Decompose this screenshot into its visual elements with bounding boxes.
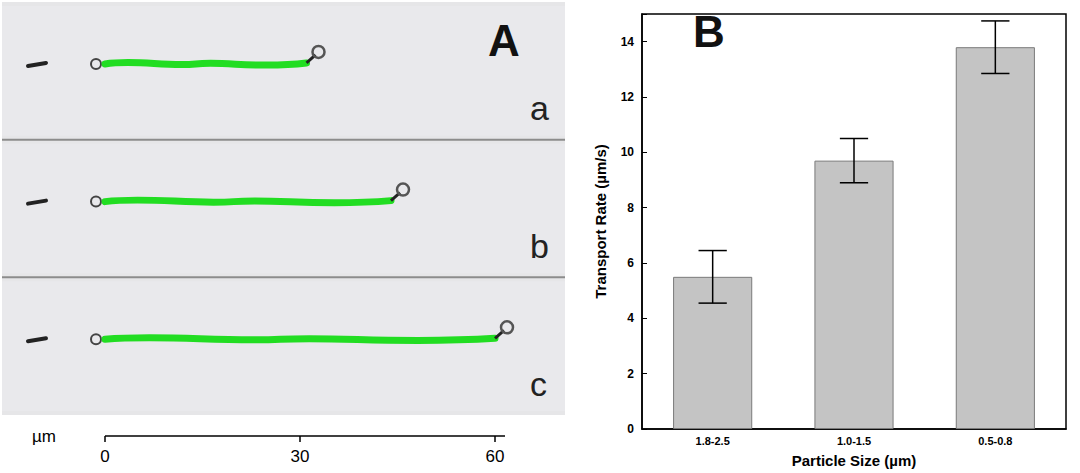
svg-text:60: 60 bbox=[486, 447, 505, 466]
svg-text:1.8-2.5: 1.8-2.5 bbox=[696, 435, 730, 447]
svg-text:8: 8 bbox=[627, 201, 634, 215]
svg-text:0: 0 bbox=[627, 422, 634, 436]
svg-text:A: A bbox=[488, 16, 520, 65]
svg-text:0: 0 bbox=[100, 447, 109, 466]
svg-text:30: 30 bbox=[291, 447, 310, 466]
svg-text:14: 14 bbox=[621, 35, 635, 49]
svg-text:4: 4 bbox=[627, 311, 634, 325]
svg-text:µm: µm bbox=[32, 427, 56, 446]
svg-text:Particle Size (µm): Particle Size (µm) bbox=[792, 452, 917, 469]
svg-text:1.0-1.5: 1.0-1.5 bbox=[837, 435, 871, 447]
svg-text:b: b bbox=[530, 227, 549, 265]
svg-text:10: 10 bbox=[621, 145, 635, 159]
svg-text:2: 2 bbox=[627, 367, 634, 381]
svg-text:6: 6 bbox=[627, 256, 634, 270]
svg-text:Transport Rate (µm/s): Transport Rate (µm/s) bbox=[592, 144, 609, 299]
svg-text:12: 12 bbox=[621, 90, 635, 104]
svg-text:0.5-0.8: 0.5-0.8 bbox=[978, 435, 1012, 447]
svg-text:B: B bbox=[693, 7, 725, 56]
svg-text:a: a bbox=[530, 89, 549, 127]
svg-text:c: c bbox=[530, 365, 547, 403]
